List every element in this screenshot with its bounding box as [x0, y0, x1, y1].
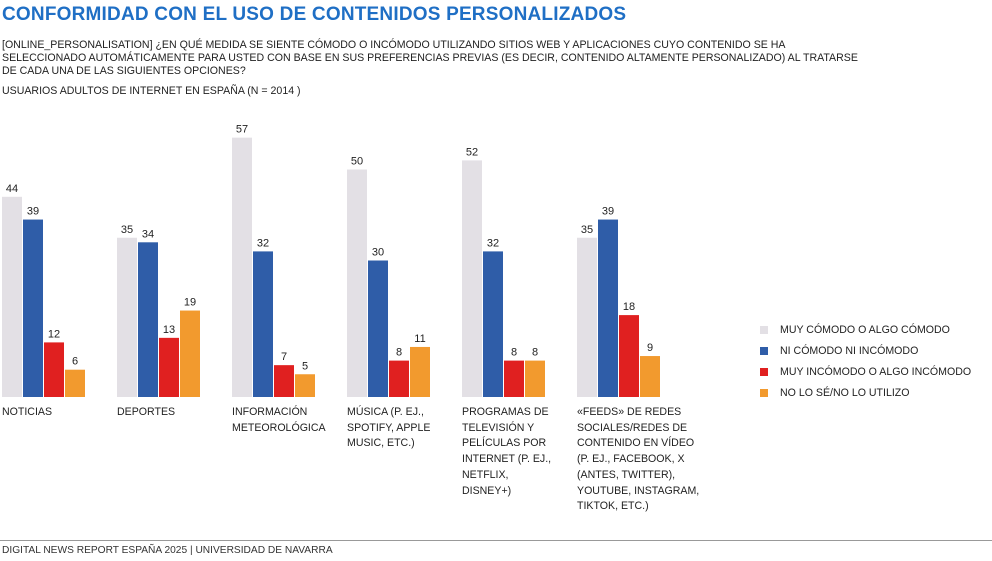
legend-item: NO LO SÉ/NO LO UTILIZO	[760, 382, 971, 403]
data-label: 50	[351, 156, 363, 168]
bar-incomodo	[619, 315, 639, 397]
legend-swatch	[760, 367, 768, 376]
legend-swatch	[760, 388, 768, 397]
data-label: 11	[414, 333, 425, 345]
data-label: 34	[142, 228, 154, 240]
category-label-tv-peliculas: PROGRAMAS DE TELEVISIÓN Y PELÍCULAS POR …	[462, 406, 552, 497]
data-label: 52	[466, 146, 478, 158]
bar-no-sabe	[410, 346, 430, 397]
legend-label: MUY INCÓMODO O ALGO INCÓMODO	[780, 365, 972, 378]
data-label: 35	[121, 224, 133, 236]
bar-incomodo	[389, 360, 409, 397]
bar-comodo	[462, 160, 482, 397]
data-label: 6	[72, 356, 78, 368]
data-label: 39	[27, 206, 39, 218]
data-label: 8	[396, 347, 402, 359]
data-label: 13	[163, 324, 175, 336]
bar-comodo	[2, 196, 22, 397]
chart-title: CONFORMIDAD CON EL USO DE CONTENIDOS PER…	[2, 4, 627, 25]
legend-swatch	[760, 325, 768, 334]
category-label-redes-sociales: «FEEDS» DE REDES SOCIALES/REDES DE CONTE…	[577, 406, 700, 513]
source-footer: DIGITAL NEWS REPORT ESPAÑA 2025 | UNIVER…	[2, 545, 333, 556]
chart-question: [ONLINE_PERSONALISATION] ¿EN QUÉ MEDIDA …	[2, 39, 858, 78]
data-label: 8	[532, 347, 538, 359]
data-label: 19	[184, 297, 196, 309]
legend-label: NO LO SÉ/NO LO UTILIZO	[780, 386, 910, 399]
bar-neutral	[368, 260, 388, 397]
bar-incomodo	[44, 342, 64, 397]
category-label-meteorologia: INFORMACIÓN METEOROLÓGICA	[232, 406, 326, 434]
bar-incomodo	[159, 337, 179, 397]
bar-no-sabe	[180, 310, 200, 397]
data-label: 8	[511, 347, 517, 359]
data-label: 32	[487, 237, 499, 249]
bar-no-sabe	[295, 374, 315, 397]
data-label: 9	[647, 342, 653, 354]
data-label: 57	[236, 124, 248, 136]
bar-neutral	[138, 242, 158, 397]
legend-item: NI CÓMODO NI INCÓMODO	[760, 340, 971, 361]
bar-incomodo	[504, 360, 524, 397]
data-label: 18	[623, 301, 635, 313]
bar-no-sabe	[65, 369, 85, 397]
bar-comodo	[117, 237, 137, 397]
sample-base: USUARIOS ADULTOS DE INTERNET EN ESPAÑA (…	[2, 85, 301, 97]
legend-label: NI CÓMODO NI INCÓMODO	[780, 344, 919, 357]
legend-label: MUY CÓMODO O ALGO CÓMODO	[780, 323, 950, 336]
data-label: 44	[6, 183, 18, 195]
bar-neutral	[23, 219, 43, 397]
footer-divider	[0, 540, 992, 541]
data-label: 32	[257, 237, 269, 249]
bar-neutral	[598, 219, 618, 397]
bar-chart: 44 39 12 6 35 34 13 19 57 32 7 5 50 30 8 11 52 32 8 8 35 39 18…	[2, 124, 660, 397]
bar-comodo	[577, 237, 597, 397]
data-label: 39	[602, 206, 614, 218]
data-label: 5	[302, 360, 308, 372]
category-label-musica: MÚSICA (P. EJ., SPOTIFY, APPLE MUSIC, ET…	[347, 406, 431, 450]
category-label-deportes: DEPORTES	[117, 406, 176, 418]
category-label-noticias: NOTICIAS	[2, 406, 53, 418]
data-label: 7	[281, 351, 287, 363]
bar-no-sabe	[640, 356, 660, 397]
chart-legend: MUY CÓMODO O ALGO CÓMODO NI CÓMODO NI IN…	[760, 319, 971, 403]
data-label: 30	[372, 247, 384, 259]
bar-neutral	[483, 251, 503, 397]
bar-incomodo	[274, 365, 294, 397]
legend-item: MUY INCÓMODO O ALGO INCÓMODO	[760, 361, 971, 382]
bar-neutral	[253, 251, 273, 397]
data-label: 35	[581, 224, 593, 236]
bar-comodo	[347, 169, 367, 397]
bar-no-sabe	[525, 360, 545, 397]
legend-item: MUY CÓMODO O ALGO CÓMODO	[760, 319, 971, 340]
bar-comodo	[232, 137, 252, 397]
data-label: 12	[48, 328, 60, 340]
legend-swatch	[760, 346, 768, 355]
